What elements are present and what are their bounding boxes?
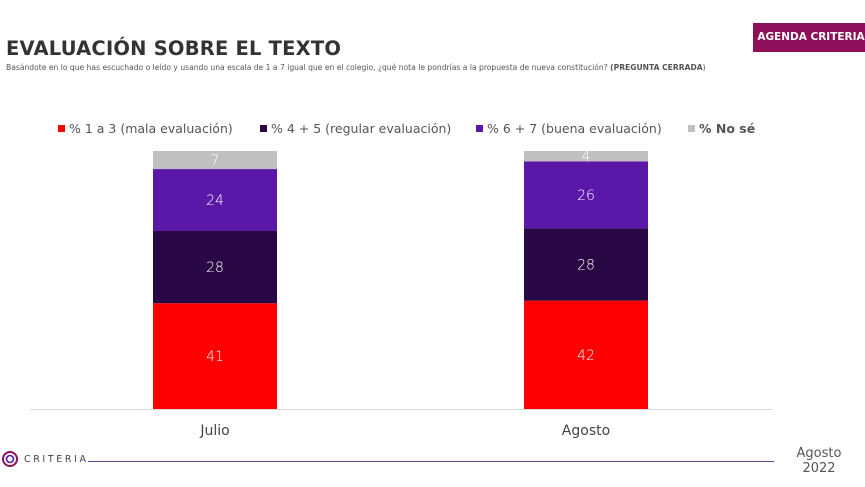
agenda-criteria-badge: AGENDA CRITERIA (753, 23, 865, 52)
footer-date: Agosto 2022 (786, 446, 852, 476)
criteria-logo: CRITERIA (0, 450, 89, 468)
data-label-agosto-mala: 42 (577, 348, 595, 364)
question-close: ) (702, 63, 706, 72)
legend-item-regular: % 4 + 5 (regular evaluación) (260, 121, 451, 136)
category-label-agosto: Agosto (562, 423, 610, 439)
data-label-agosto-regular: 28 (577, 258, 595, 274)
footer-divider (88, 461, 774, 462)
category-label-julio: Julio (199, 423, 229, 439)
data-label-julio-buena: 24 (206, 193, 224, 209)
legend-label-nose: % No sé (699, 121, 756, 136)
bar-julio-nose (153, 151, 277, 170)
criteria-logo-icon (2, 451, 18, 467)
legend-label-buena: % 6 + 7 (buena evaluación) (487, 121, 662, 136)
legend-swatch-buena (476, 125, 483, 132)
question-text: Basándote en lo que has escuchado o leíd… (6, 63, 726, 72)
data-label-julio-mala: 41 (206, 349, 224, 365)
data-label-agosto-buena: 26 (577, 188, 595, 204)
question-body: Basándote en lo que has escuchado o leíd… (6, 63, 608, 72)
legend-item-mala: % 1 a 3 (mala evaluación) (58, 121, 233, 136)
legend-item-buena: % 6 + 7 (buena evaluación) (476, 121, 662, 136)
stacked-bar-chart: 41 28 24 7 Julio 42 28 26 4 Agosto (30, 149, 773, 439)
data-label-julio-regular: 28 (206, 260, 224, 276)
data-label-agosto-nose: 4 (582, 149, 591, 165)
question-emphasis: (PREGUNTA CERRADA (610, 63, 703, 72)
legend-label-regular: % 4 + 5 (regular evaluación) (271, 121, 452, 136)
legend-swatch-nose (688, 125, 695, 132)
page-title: EVALUACIÓN SOBRE EL TEXTO (6, 37, 342, 60)
legend-label-mala: % 1 a 3 (mala evaluación) (69, 121, 233, 136)
bar-julio-mala (153, 303, 277, 409)
bar-agosto-regular (524, 228, 648, 301)
bar-agosto-mala (524, 300, 648, 409)
bar-agosto-nose (524, 151, 648, 162)
data-label-julio-nose: 7 (211, 153, 220, 169)
footer-date-month: Agosto (796, 446, 842, 461)
criteria-logo-text: CRITERIA (24, 453, 89, 465)
legend-swatch-regular (260, 125, 267, 132)
legend-swatch-mala (58, 125, 65, 132)
bar-julio-regular (153, 230, 277, 304)
bar-julio-buena (153, 169, 277, 231)
bar-agosto-buena (524, 161, 648, 229)
legend-item-nose: % No sé (688, 121, 755, 136)
footer-date-year: 2022 (802, 461, 836, 476)
